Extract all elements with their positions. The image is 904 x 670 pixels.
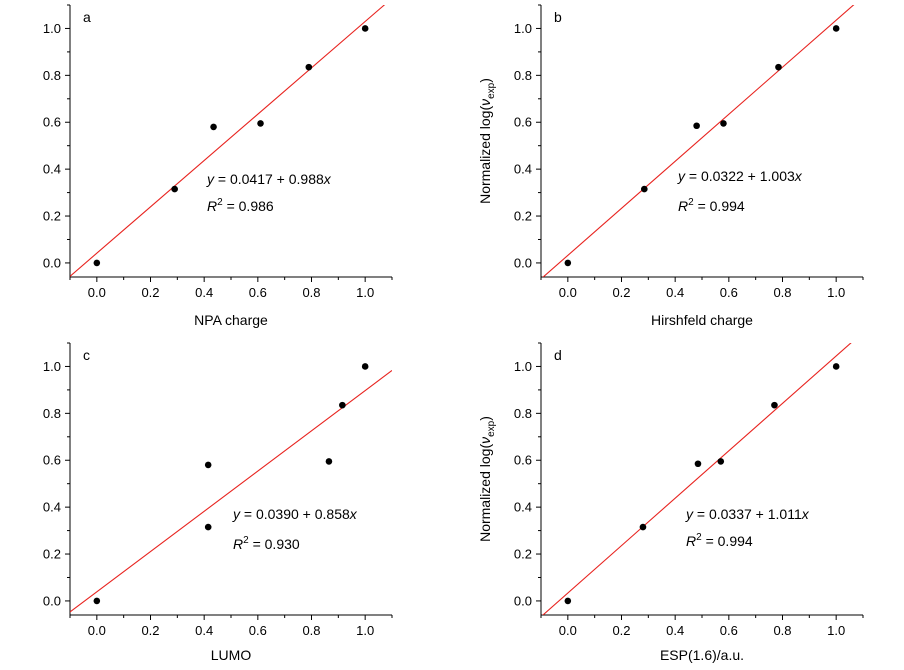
fit-equation: y = 0.0417 + 0.988x [206,171,332,187]
x-tick-label: 0.4 [195,623,213,638]
panel-label: b [554,9,562,25]
y-tick-label: 0.4 [514,500,532,515]
data-point [257,120,264,127]
x-tick-label: 0.6 [249,285,267,300]
fit-equation: y = 0.0337 + 1.011x [685,506,810,522]
chart-panel-a: 0.0 0.2 0.4 0.6 0.8 1.0 0.0 0.2 0.4 0.6 0.8 1.0 a NPA… [43,4,393,328]
y-tick-label: 0.4 [43,500,61,515]
chart-panel-b: 0.0 0.2 0.4 0.6 0.8 1.0 0.0 0.2 0.4 0.6 0.8 1.0 b Hir… [477,4,864,328]
x-tick-label: 0.8 [302,623,320,638]
y-tick-label: 1.0 [43,359,61,374]
y-tick-label: 0.2 [514,547,532,562]
fit-line [542,5,855,277]
x-tick-label: 0.2 [612,623,630,638]
x-tick-label: 0.2 [612,285,630,300]
y-tick-label: 0.6 [514,453,532,468]
x-tick-label: 0.6 [249,623,267,638]
x-tick-label: 0.2 [141,623,159,638]
panel-label: a [83,9,91,25]
data-point [832,363,840,370]
x-tick-label: 0.0 [88,285,106,300]
data-point [717,458,725,465]
data-point [771,401,778,409]
x-tick-label: 0.6 [720,623,738,638]
y-tick-label: 0.6 [43,453,61,468]
data-point [93,259,101,267]
y-tick-label: 0.4 [514,162,532,177]
y-tick-label: 0.0 [43,593,61,608]
x-axis-label: ESP(1.6)/a.u. [660,647,744,663]
x-tick-label: 0.8 [773,623,791,638]
data-point [693,122,700,130]
x-tick-label: 0.2 [141,285,159,300]
data-point [305,63,313,71]
y-axis-label: Normalized log(νexp) [477,416,497,542]
y-tick-label: 0.2 [43,547,61,562]
y-tick-label: 1.0 [43,21,61,36]
x-tick-label: 0.0 [559,285,577,300]
data-point [775,63,782,71]
data-point [204,461,212,469]
data-point [564,597,572,605]
data-point [210,123,217,131]
fit-line [542,343,852,615]
panel-label: d [554,347,562,363]
data-point [361,363,369,370]
x-axis-label: Hirshfeld charge [651,312,753,328]
y-tick-label: 0.8 [514,68,532,83]
y-tick-label: 0.8 [43,68,61,83]
data-point [694,460,702,468]
data-point [564,259,572,267]
data-point [171,185,178,193]
x-tick-label: 0.4 [666,285,684,300]
panel-label: c [83,347,90,363]
fit-equation: y = 0.0390 + 0.858x [232,506,358,522]
data-point [641,185,648,193]
x-axis-label: LUMO [211,647,252,663]
y-tick-label: 0.8 [43,406,61,421]
data-point [361,25,369,32]
r-squared: R2 = 0.994 [678,197,745,214]
data-point [204,523,212,531]
fit-equation: y = 0.0322 + 1.003x [677,168,803,184]
y-tick-label: 0.0 [514,255,532,270]
r-squared: R2 = 0.986 [207,197,274,214]
y-tick-label: 1.0 [514,359,532,374]
y-tick-label: 0.4 [43,162,61,177]
chart-panel-c: 0.0 0.2 0.4 0.6 0.8 1.0 0.0 0.2 0.4 0.6 0.8 1.0 c LUM… [43,342,393,663]
x-tick-label: 0.4 [666,623,684,638]
data-point [325,458,333,465]
y-tick-label: 0.2 [43,209,61,224]
data-point [339,401,346,409]
y-tick-label: 0.8 [514,406,532,421]
y-tick-label: 0.6 [514,115,532,130]
r-squared: R2 = 0.994 [686,532,753,549]
y-axis-label: Normalized log(νexp) [477,78,497,204]
data-point [639,523,647,531]
data-point [832,25,840,32]
x-tick-label: 0.8 [773,285,791,300]
chart-panel-d: 0.0 0.2 0.4 0.6 0.8 1.0 0.0 0.2 0.4 0.6 0.8 1.0 d ESP… [477,342,864,663]
fit-line [70,370,392,613]
y-tick-label: 0.0 [43,255,61,270]
y-tick-label: 0.2 [514,209,532,224]
y-tick-label: 1.0 [514,21,532,36]
data-point [93,597,101,605]
x-tick-label: 1.0 [356,623,374,638]
x-axis-label: NPA charge [194,312,268,328]
x-tick-label: 1.0 [356,285,374,300]
x-tick-label: 0.6 [720,285,738,300]
x-tick-label: 0.8 [302,285,320,300]
x-tick-label: 0.0 [559,623,577,638]
y-tick-label: 0.0 [514,593,532,608]
x-tick-label: 1.0 [827,285,845,300]
x-tick-label: 0.4 [195,285,213,300]
y-tick-label: 0.6 [43,115,61,130]
r-squared: R2 = 0.930 [233,535,300,552]
x-tick-label: 0.0 [88,623,106,638]
x-tick-label: 1.0 [827,623,845,638]
data-point [720,120,727,127]
fit-line [70,5,386,277]
